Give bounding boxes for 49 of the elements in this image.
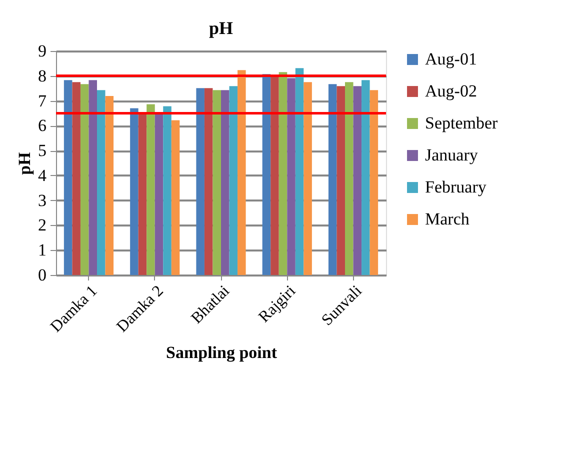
y-tick-label: 4 [38, 166, 47, 185]
bar [370, 90, 378, 275]
bar [262, 74, 271, 275]
y-tick-label: 2 [38, 216, 46, 235]
legend-label: January [425, 146, 478, 164]
bar [362, 80, 370, 275]
bar [238, 70, 246, 275]
bar [278, 72, 288, 275]
bar [304, 82, 312, 275]
bar [163, 106, 172, 275]
y-tick-label: 1 [38, 240, 46, 260]
x-axis-title: Sampling point [166, 342, 278, 362]
bar [221, 90, 230, 275]
y-tick-label: 6 [38, 116, 46, 136]
bar [328, 84, 337, 275]
bar [105, 96, 114, 275]
y-tick-label: 0 [38, 266, 46, 284]
legend-label: Aug-02 [425, 82, 477, 100]
legend-label: February [425, 178, 487, 196]
bar [138, 113, 147, 275]
bar [353, 86, 362, 275]
bar [80, 84, 89, 275]
bar [229, 86, 238, 275]
legend-label: Aug-01 [425, 50, 477, 68]
bar [287, 78, 296, 275]
chart-title: pH [208, 18, 234, 38]
bar [212, 90, 221, 275]
bar [171, 120, 180, 275]
y-tick-label: 8 [38, 66, 46, 86]
y-axis-title: pH [15, 152, 34, 175]
bar [196, 88, 204, 275]
bar [270, 76, 279, 275]
bar [88, 80, 97, 275]
bar [97, 90, 106, 275]
bar [345, 82, 354, 275]
bar [295, 68, 304, 275]
legend-label: March [425, 210, 470, 228]
y-tick-label: 9 [38, 42, 46, 60]
bar [154, 113, 164, 275]
bar [72, 82, 80, 275]
bar [146, 104, 155, 275]
bar [64, 80, 72, 275]
bar [130, 108, 138, 275]
bar [204, 88, 213, 275]
y-tick-label: 3 [38, 190, 46, 210]
y-tick-label: 7 [38, 91, 47, 110]
y-tick-label: 5 [38, 141, 46, 160]
bar [336, 86, 345, 275]
legend-label: September [425, 114, 498, 132]
